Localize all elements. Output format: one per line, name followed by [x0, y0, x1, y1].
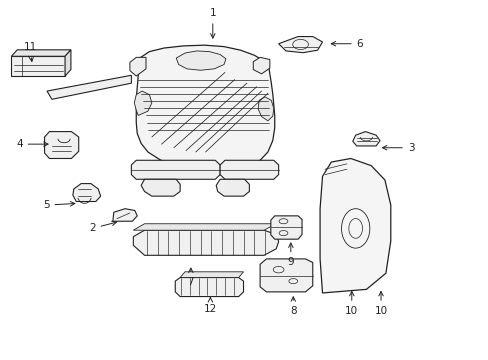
Polygon shape — [136, 45, 274, 173]
Polygon shape — [44, 132, 79, 158]
Polygon shape — [133, 224, 276, 230]
Polygon shape — [216, 179, 249, 196]
Text: 12: 12 — [203, 298, 217, 314]
Text: 7: 7 — [187, 268, 194, 287]
Polygon shape — [357, 262, 374, 282]
Polygon shape — [47, 75, 131, 99]
Text: 1: 1 — [209, 8, 216, 38]
Polygon shape — [278, 37, 322, 53]
Polygon shape — [258, 97, 273, 121]
Text: 2: 2 — [89, 221, 116, 233]
Text: 4: 4 — [16, 139, 48, 149]
Text: 9: 9 — [287, 243, 294, 267]
Polygon shape — [175, 278, 243, 297]
Polygon shape — [176, 51, 225, 70]
Polygon shape — [131, 160, 220, 179]
Text: 10: 10 — [374, 292, 387, 316]
Polygon shape — [260, 259, 312, 292]
Polygon shape — [73, 184, 101, 202]
Text: 11: 11 — [23, 42, 37, 62]
Polygon shape — [134, 91, 152, 116]
Polygon shape — [180, 272, 243, 278]
Polygon shape — [11, 50, 71, 56]
Text: 3: 3 — [382, 143, 414, 153]
Polygon shape — [141, 179, 180, 196]
Text: 5: 5 — [43, 200, 75, 210]
Polygon shape — [352, 132, 379, 146]
Text: 10: 10 — [345, 292, 358, 316]
Polygon shape — [11, 56, 65, 76]
Polygon shape — [65, 50, 71, 76]
Polygon shape — [130, 57, 146, 76]
Polygon shape — [220, 160, 278, 179]
Polygon shape — [329, 267, 351, 286]
Polygon shape — [253, 57, 269, 74]
Polygon shape — [113, 209, 137, 221]
Polygon shape — [270, 216, 302, 239]
Text: 8: 8 — [289, 297, 296, 316]
Text: 6: 6 — [330, 39, 363, 49]
Polygon shape — [133, 230, 278, 255]
Polygon shape — [320, 158, 390, 293]
